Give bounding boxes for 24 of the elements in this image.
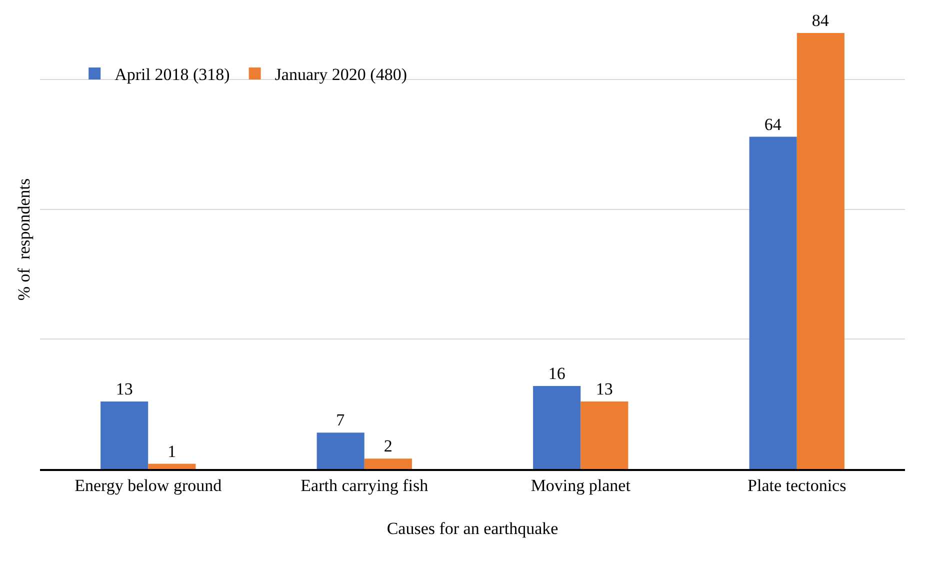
bar xyxy=(148,464,196,469)
bar xyxy=(364,458,412,469)
bar xyxy=(316,432,364,469)
bar xyxy=(100,402,148,469)
data-label: 13 xyxy=(596,380,613,399)
legend-label: January 2020 (480) xyxy=(274,65,408,84)
bar xyxy=(749,136,797,469)
legend-label: April 2018 (318) xyxy=(114,65,230,84)
x-tick-label: Earth carrying fish xyxy=(300,476,429,496)
data-label: 64 xyxy=(764,114,782,134)
data-label: 13 xyxy=(116,380,133,399)
bar xyxy=(533,386,581,469)
data-label: 84 xyxy=(812,10,830,30)
data-label: 2 xyxy=(384,436,392,456)
x-tick-label: Energy below ground xyxy=(74,476,222,496)
data-label: 1 xyxy=(168,442,176,461)
y-axis-title: % of respondents xyxy=(14,178,34,301)
bar xyxy=(796,32,844,469)
data-label: 7 xyxy=(336,410,346,430)
data-label: 16 xyxy=(548,364,566,383)
x-tick-label: Moving planet xyxy=(530,476,631,496)
x-axis-title: Causes for an earthquake xyxy=(386,519,558,538)
x-tick-label: Plate tectonics xyxy=(748,476,846,496)
bar xyxy=(580,402,628,469)
